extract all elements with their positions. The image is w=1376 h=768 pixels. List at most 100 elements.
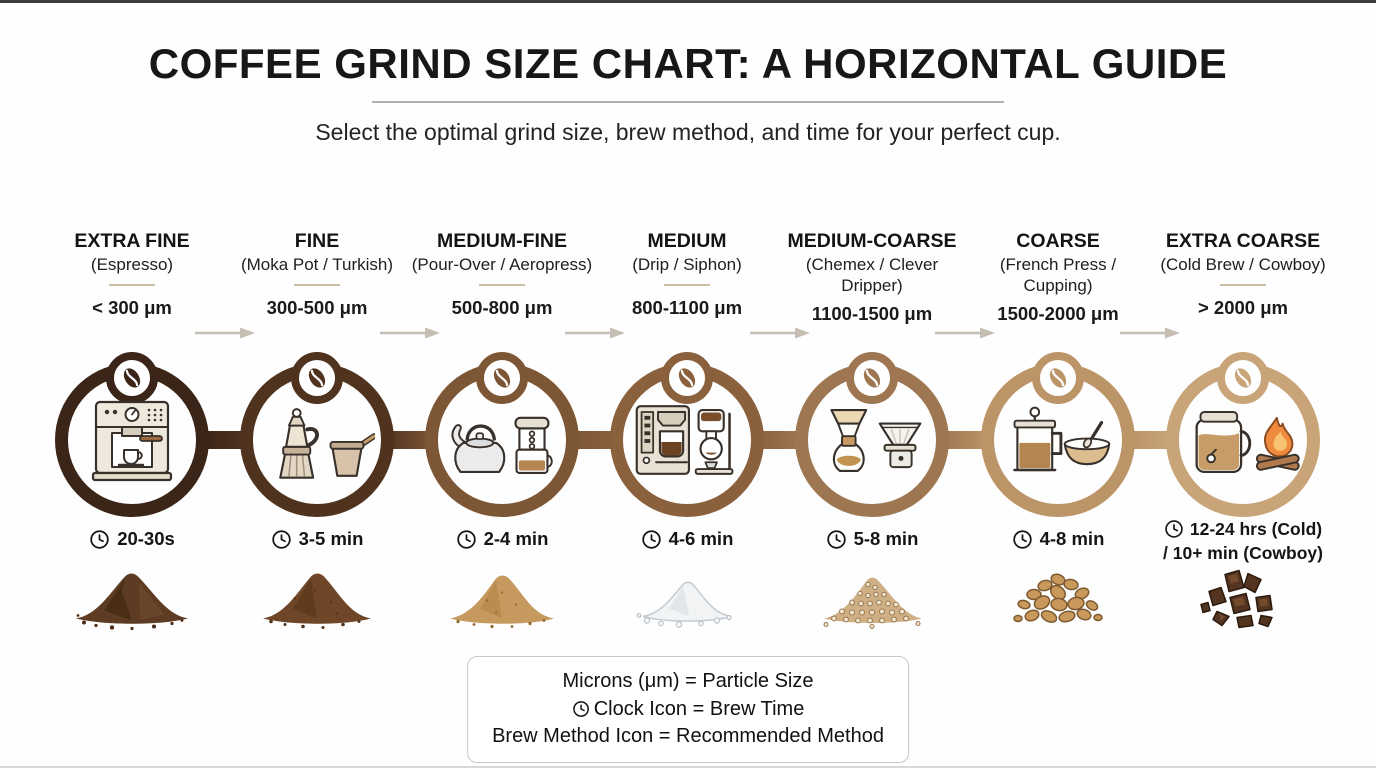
grind-pile-extra-coarse [1200, 569, 1273, 629]
column-header-coarse: COARSE (French Press / Cupping) 1500-200… [963, 230, 1153, 325]
page-title: COFFEE GRIND SIZE CHART: A HORIZONTAL GU… [148, 40, 1228, 87]
coffee-bean-badge [1217, 352, 1269, 404]
clock-icon [1165, 520, 1183, 538]
campfire-icon [1255, 416, 1300, 471]
grind-name: COARSE [1016, 230, 1100, 252]
coffee-bean-badge [106, 352, 158, 404]
micron-range: 300-500 μm [266, 297, 368, 318]
grind-methods: (Moka Pot / Turkish) [240, 255, 394, 274]
micron-range: 500-800 μm [451, 297, 553, 318]
brew-time-label: 20-30s [117, 528, 175, 549]
grind-name: MEDIUM-COARSE [787, 230, 957, 252]
right-arrow-icon [565, 327, 625, 339]
grind-name: MEDIUM [647, 230, 727, 252]
dripper-icon [878, 422, 922, 469]
grind-name: FINE [294, 230, 340, 252]
column-header-medium: MEDIUM (Drip / Siphon) 800-1100 μm [592, 230, 782, 319]
column-header-fine: FINE (Moka Pot / Turkish) 300-500 μm [222, 230, 412, 319]
right-arrow-icon [935, 327, 995, 339]
brew-method-icons [259, 398, 375, 484]
grind-methods: (Cold Brew / Cowboy) [1160, 255, 1326, 274]
grind-methods: (Espresso) [90, 255, 174, 274]
micron-range: > 2000 μm [1197, 297, 1288, 318]
coffee-bean-icon [863, 368, 881, 388]
cezve-icon [329, 433, 375, 477]
clock-icon [456, 529, 476, 549]
gooseneck-kettle-icon [451, 424, 506, 473]
legend-line-microns: Microns (μm) = Particle Size [562, 670, 814, 692]
title-divider [372, 101, 1004, 103]
grind-methods: (Pour-Over / Aeropress) [411, 255, 593, 274]
column-header-medium-coarse: MEDIUM-COARSE (Chemex / Clever Dripper) … [777, 230, 967, 325]
brew-method-icons [74, 398, 190, 484]
cupping-bowl-icon [1063, 420, 1111, 466]
brew-time-extra-fine: 20-30s [40, 528, 224, 550]
legend-line-clock: Clock Icon = Brew Time [492, 696, 884, 724]
micron-range: 800-1100 μm [631, 297, 743, 318]
brew-time-label: 12-24 hrs (Cold) [1189, 519, 1323, 539]
timeline-connector [572, 431, 617, 449]
grind-pile-medium [636, 581, 732, 628]
grind-name: EXTRA COARSE [1165, 230, 1321, 252]
micron-range: 1500-2000 μm [997, 303, 1119, 324]
brew-method-icons [444, 398, 560, 484]
brew-time-extra-coarse: 12-24 hrs (Cold) / 10+ min (Cowboy) [1146, 517, 1340, 565]
brew-time-label-line2: / 10+ min (Cowboy) [1163, 543, 1323, 563]
grind-pile-coarse [1013, 573, 1103, 623]
grind-pile-fine [263, 573, 371, 629]
brew-time-label: 3-5 min [298, 528, 364, 549]
coffee-bean-badge [291, 352, 343, 404]
grind-methods: (Drip / Siphon) [632, 255, 742, 274]
cold-brew-pitcher-icon [1195, 411, 1252, 473]
brew-time-label: 5-8 min [853, 528, 919, 549]
brew-method-icons [1185, 398, 1301, 484]
timeline-connector [757, 431, 802, 449]
brew-time-label: 4-6 min [668, 528, 734, 549]
mini-divider [664, 284, 710, 286]
grind-name: MEDIUM-FINE [437, 230, 567, 252]
timeline-connector [387, 431, 432, 449]
grind-pile-extra-fine [76, 573, 188, 631]
mini-divider [109, 284, 155, 286]
brew-time-medium-fine: 2-4 min [410, 528, 594, 550]
grind-pile-medium-fine [450, 575, 554, 629]
micron-range: 1100-1500 μm [811, 303, 933, 324]
brew-time-label: 2-4 min [483, 528, 549, 549]
grind-pile-medium-coarse [823, 577, 922, 629]
coffee-bean-icon [123, 368, 141, 388]
mini-divider [294, 284, 340, 286]
clock-icon [641, 529, 661, 549]
legend-box: Microns (μm) = Particle Size Clock Icon … [467, 656, 909, 763]
siphon-icon [694, 409, 734, 475]
right-arrow-icon [380, 327, 440, 339]
grind-methods: (Chemex / Clever Dripper) [805, 255, 939, 295]
right-arrow-icon [1120, 327, 1180, 339]
bottom-edge-strip [0, 766, 1376, 768]
french-press-icon [1013, 406, 1063, 472]
clock-icon [826, 529, 846, 549]
brew-time-label: 4-8 min [1039, 528, 1105, 549]
coffee-bean-badge [661, 352, 713, 404]
brew-method-icons [629, 398, 745, 484]
legend-line-method: Brew Method Icon = Recommended Method [492, 725, 884, 747]
mini-divider [479, 284, 525, 286]
coffee-bean-icon [1234, 368, 1252, 388]
brew-time-medium-coarse: 5-8 min [780, 528, 964, 550]
coffee-bean-icon [678, 368, 696, 388]
brew-time-medium: 4-6 min [595, 528, 779, 550]
clock-icon [90, 529, 109, 549]
right-arrow-icon [750, 327, 810, 339]
brew-method-icons [814, 398, 930, 484]
brew-method-icons [1000, 398, 1116, 484]
clock-icon [1012, 529, 1032, 549]
column-header-medium-fine: MEDIUM-FINE (Pour-Over / Aeropress) 500-… [407, 230, 597, 319]
brew-time-fine: 3-5 min [225, 528, 409, 550]
top-edge-strip [0, 0, 1376, 3]
coffee-bean-badge [476, 352, 528, 404]
clock-icon [572, 700, 589, 717]
grind-name: EXTRA FINE [74, 230, 190, 252]
espresso-machine-icon [91, 400, 173, 482]
coffee-bean-icon [1049, 368, 1067, 388]
column-header-extra-fine: EXTRA FINE (Espresso) < 300 μm [37, 230, 227, 319]
